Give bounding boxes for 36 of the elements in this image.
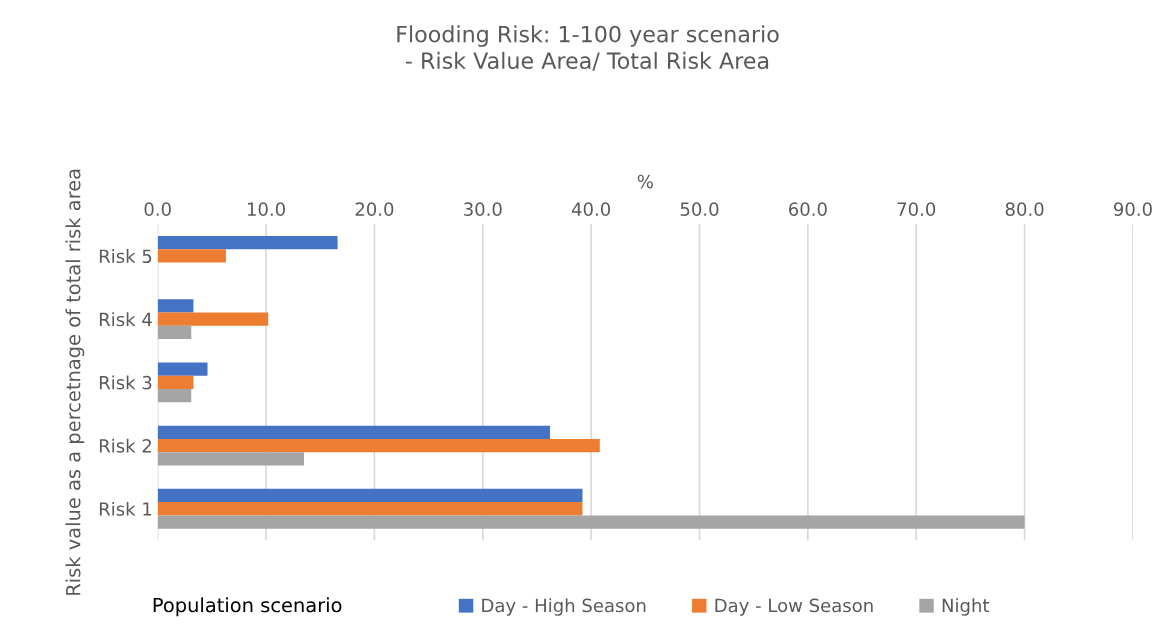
bar: [157, 375, 194, 389]
x-tick-label: 0.0: [144, 202, 171, 216]
bar: [157, 249, 226, 263]
y-axis-title: Risk value as a percetnage of total risk area: [65, 169, 85, 595]
x-tick-label: 70.0: [897, 202, 936, 216]
x-tick-label: 20.0: [355, 202, 394, 216]
x-tick-label: 90.0: [1114, 202, 1152, 216]
bar: [157, 438, 600, 453]
y-tick-label: Risk 5: [99, 249, 152, 264]
x-tick-label: 50.0: [680, 202, 719, 216]
bar: [157, 452, 304, 466]
x-tick-label: 10.0: [247, 202, 285, 216]
bar: [157, 299, 194, 313]
chart-title: Flooding Risk: 1-100 year scenario - Risk Value Area/ Total Risk Area: [397, 25, 779, 71]
bar: [157, 312, 269, 326]
bar: [157, 236, 338, 250]
y-tick-label: Risk 3: [99, 375, 152, 390]
y-tick-label: Risk 2: [99, 438, 152, 453]
x-tick-label: 80.0: [1005, 202, 1044, 216]
bar: [157, 502, 583, 516]
legend-label: Day - High Season: [482, 598, 646, 616]
y-tick-label: Risk 1: [99, 501, 152, 516]
x-axis-title: %: [637, 174, 653, 189]
bar: [157, 425, 550, 439]
bar: [157, 515, 1025, 529]
x-tick-label: 30.0: [464, 202, 502, 216]
bar: [157, 362, 208, 376]
legend-label: Day - Low Season: [715, 598, 873, 616]
y-tick-label: Risk 4: [99, 312, 152, 327]
bar: [157, 488, 583, 503]
bar: [157, 325, 192, 340]
legend-title: Population scenario: [153, 597, 342, 617]
bar: [157, 389, 192, 403]
legend-label: Night: [942, 598, 990, 616]
x-tick-label: 40.0: [571, 202, 611, 216]
x-tick-label: 60.0: [789, 202, 827, 216]
